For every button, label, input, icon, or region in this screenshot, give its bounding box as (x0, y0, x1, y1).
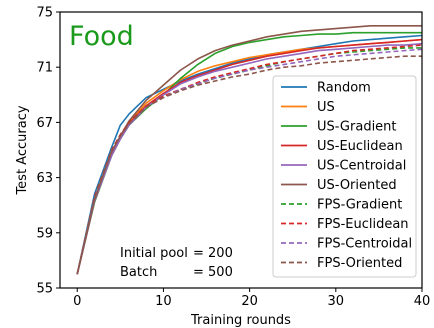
legend-label-fps-oriented: FPS-Oriented (317, 256, 402, 271)
y-tick-label: 55 (36, 282, 53, 297)
legend-label-fps-centroidal: FPS-Centroidal (317, 237, 412, 252)
y-tick-label: 59 (36, 226, 53, 241)
x-axis-label: Training rounds (190, 313, 291, 328)
annotation-pool-value: = 200 (193, 246, 233, 261)
plot-frame (59, 11, 423, 289)
series-line-us-centroidal (76, 42, 423, 275)
annotation-batch-value: = 500 (193, 265, 233, 280)
series-group (76, 24, 423, 275)
chart-title: Food (69, 21, 134, 52)
y-tick-label: 75 (36, 6, 53, 21)
y-tick-label: 67 (36, 116, 53, 131)
legend-label-us-gradient: US-Gradient (317, 120, 397, 135)
annotation-batch-label: Batch (120, 265, 157, 280)
ticks-group: 0 10 20 30 40 55 59 63 67 71 75 (36, 6, 430, 310)
y-tick-label: 71 (36, 61, 53, 76)
x-tick-label: 40 (414, 294, 431, 309)
series-line-fps-euclidean (76, 44, 423, 275)
legend-label-us-euclidean: US-Euclidean (317, 139, 403, 154)
annotation: Initial pool = 200 Batch = 500 (120, 246, 233, 280)
legend: Random US US-Gradient US-Euclidean US-Centro… (272, 75, 417, 278)
legend-label-us: US (317, 100, 335, 115)
legend-label-fps-euclidean: FPS-Euclidean (317, 217, 409, 232)
legend-label-us-centroidal: US-Centroidal (317, 159, 406, 174)
legend-box (272, 75, 417, 278)
legend-label-fps-gradient: FPS-Gradient (317, 198, 402, 213)
series-line-fps-oriented (76, 55, 422, 275)
x-tick-label: 30 (328, 294, 345, 309)
series-line-random (76, 34, 423, 275)
x-tick-label: 0 (73, 294, 81, 309)
y-tick-label: 63 (36, 171, 53, 186)
legend-label-us-oriented: US-Oriented (317, 178, 397, 193)
legend-label-random: Random (317, 81, 371, 96)
x-tick-label: 10 (155, 294, 172, 309)
x-tick-label: 20 (241, 294, 258, 309)
y-axis-label: Test Accuracy (15, 105, 30, 195)
annotation-pool-label: Initial pool (120, 246, 188, 261)
